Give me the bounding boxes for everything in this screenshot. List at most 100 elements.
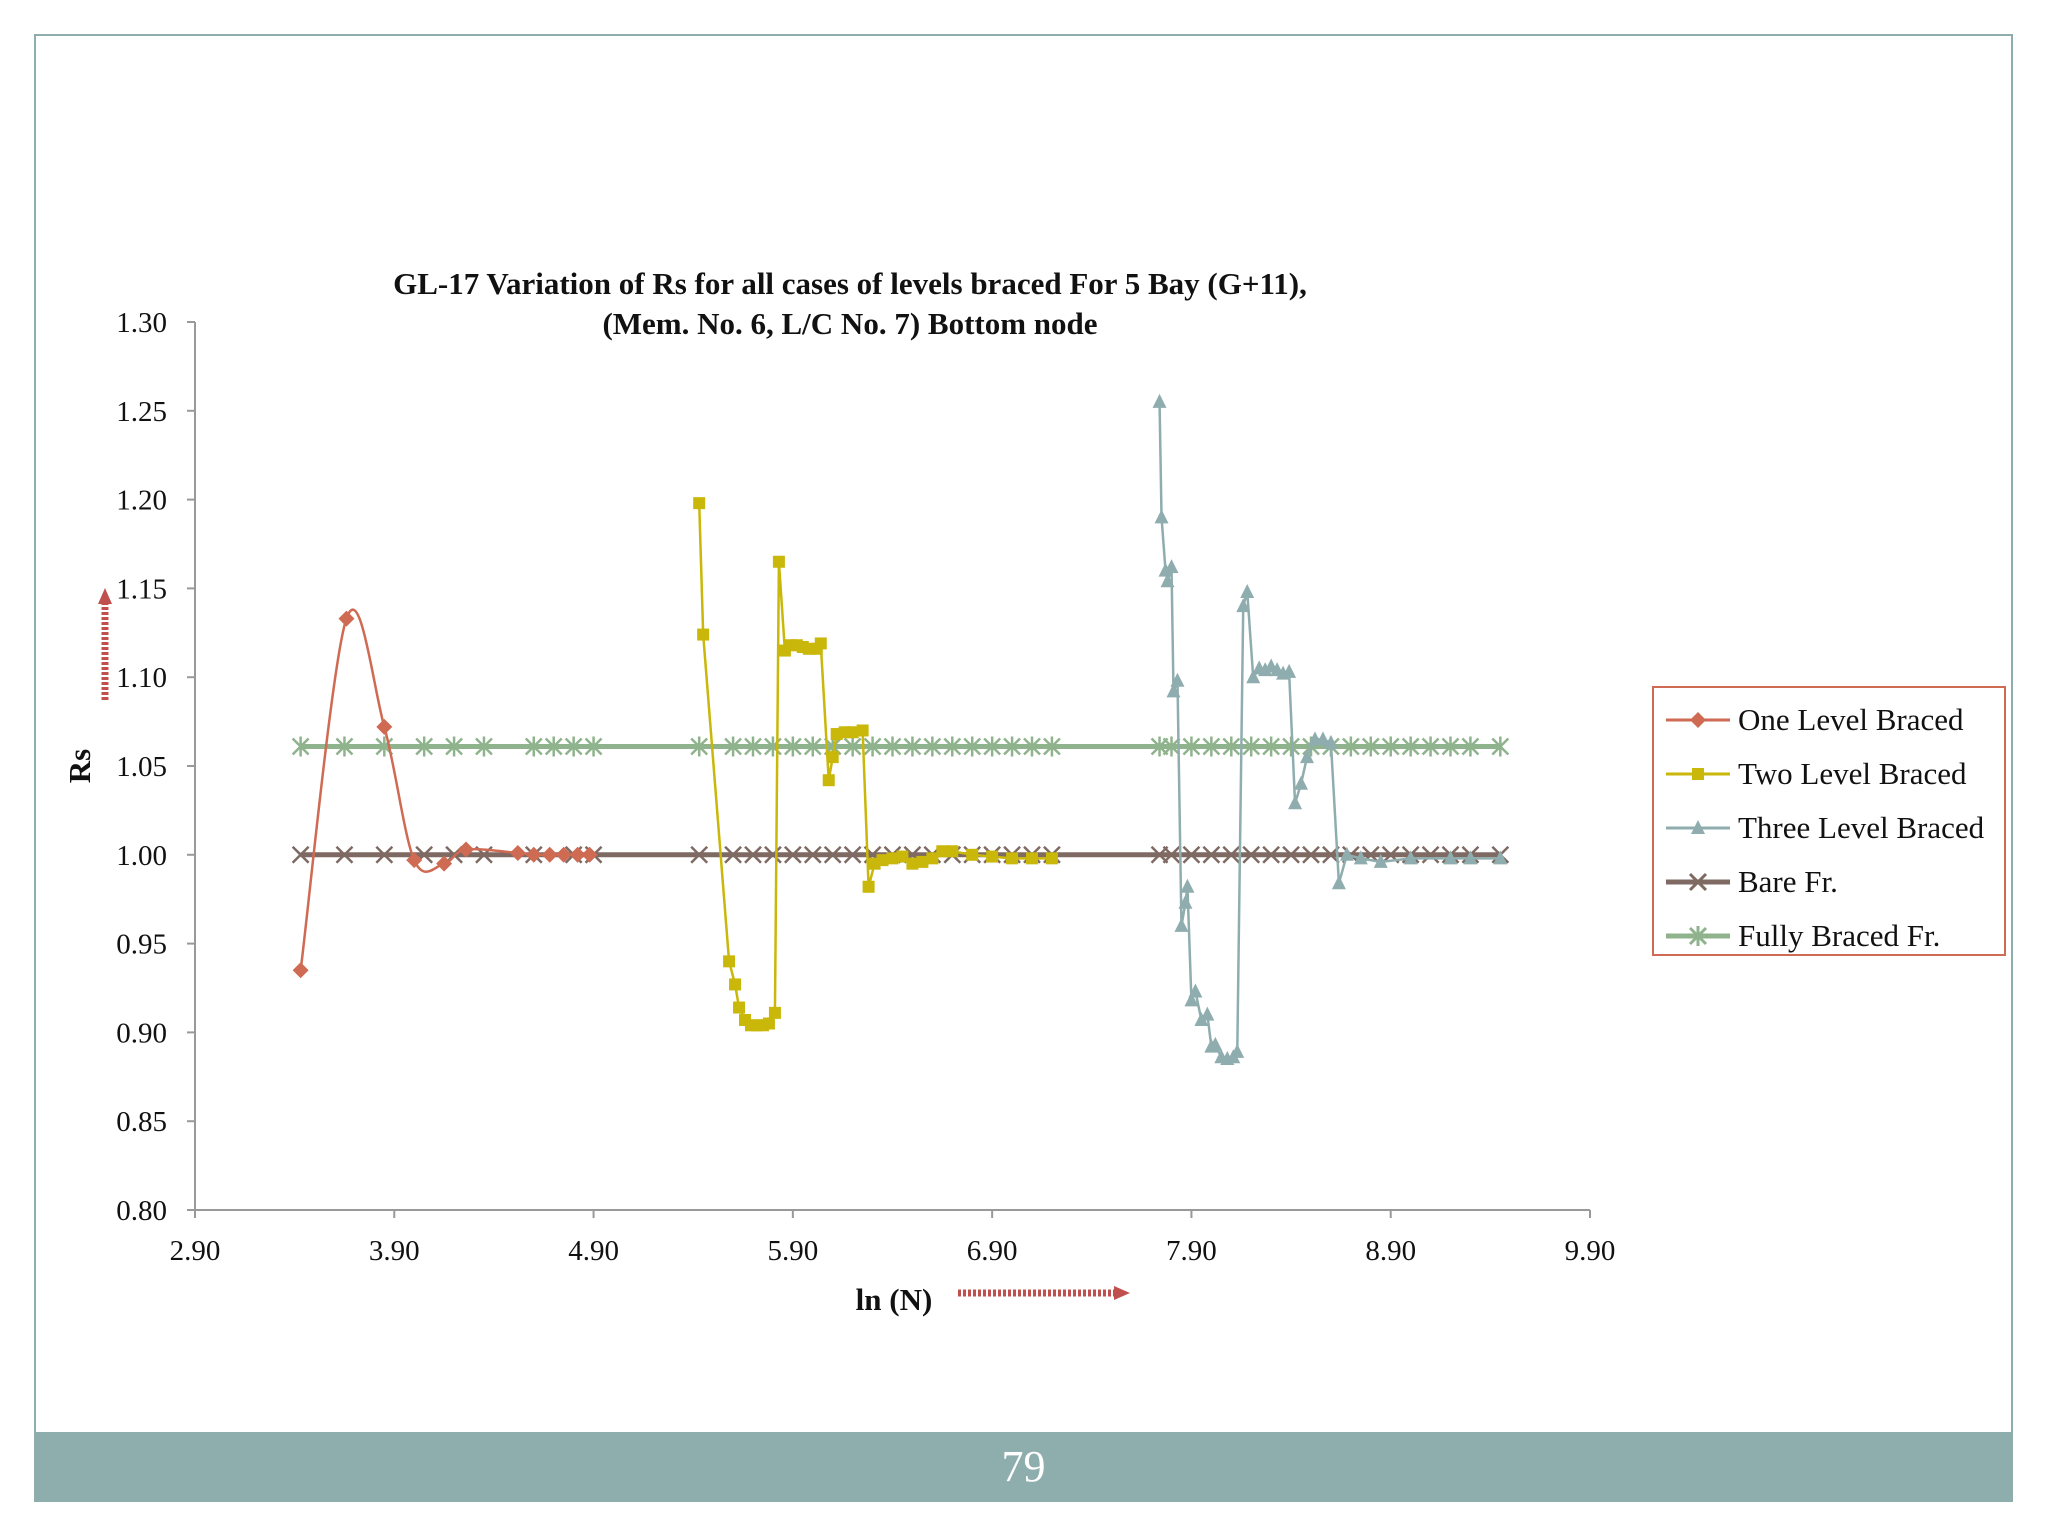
data-point (375, 845, 394, 864)
data-point (724, 736, 742, 757)
legend-item-three-level: Three Level Braced (1664, 808, 2004, 848)
data-point (983, 736, 1002, 757)
legend-label-two-level: Two Level Braced (1738, 756, 1967, 791)
legend-item-bare: Bare Fr. (1664, 862, 2004, 902)
legend-label-one-level: One Level Braced (1738, 702, 1964, 737)
data-point (690, 845, 709, 864)
y-tick-label: 1.25 (116, 396, 167, 428)
page-number: 79 (1001, 1442, 1046, 1491)
data-point (458, 841, 475, 858)
data-point (693, 497, 706, 510)
y-tick-label: 1.30 (116, 307, 167, 339)
data-point (903, 736, 922, 757)
data-point (923, 736, 942, 757)
series-three-level-braced (1152, 393, 1508, 1066)
x-axis-label: ln (N) (856, 1282, 933, 1317)
data-point (690, 736, 709, 757)
data-point (1403, 850, 1418, 865)
x-tick-label: 2.90 (170, 1235, 221, 1267)
x-tick-label: 4.90 (568, 1235, 619, 1267)
data-point (584, 736, 603, 757)
data-point (292, 962, 309, 979)
data-point (338, 610, 355, 627)
data-point (886, 852, 899, 865)
data-point (1236, 598, 1251, 613)
data-point (291, 736, 310, 757)
data-point (1381, 736, 1400, 757)
data-point (1323, 734, 1338, 749)
series-line-two-level-braced (697, 503, 1052, 1027)
data-point (376, 718, 393, 735)
y-tick-label: 0.95 (116, 929, 167, 961)
data-point (986, 850, 999, 863)
data-point (1202, 736, 1221, 757)
x-tick-label: 5.90 (767, 1235, 818, 1267)
data-point (564, 736, 583, 757)
annotation-arrows (98, 588, 1130, 1300)
data-point (1158, 562, 1173, 577)
data-point (783, 736, 802, 757)
data-point (1162, 736, 1181, 757)
data-point (883, 736, 902, 757)
data-point (1491, 736, 1510, 757)
data-point (445, 736, 463, 757)
data-point (1294, 775, 1309, 790)
data-point (946, 845, 959, 858)
data-point (1353, 850, 1368, 865)
axes: 0.80 0.85 0.90 0.95 1.00 1.05 1.10 1.15 1.20 1.25… (116, 307, 1615, 1267)
data-point (916, 855, 929, 868)
data-point (415, 736, 434, 757)
data-point (768, 1006, 781, 1019)
data-point (1180, 878, 1195, 893)
data-point (772, 555, 785, 568)
x-arrow-head (1114, 1286, 1130, 1300)
data-point (926, 852, 939, 865)
data-point (1443, 850, 1458, 865)
data-point (1421, 845, 1440, 864)
data-point (906, 857, 919, 870)
series-two-level-braced (693, 497, 1058, 1032)
data-point (1208, 1036, 1223, 1051)
y-tick-label: 0.90 (116, 1017, 167, 1049)
data-point (1154, 509, 1169, 524)
data-point (1302, 845, 1320, 864)
data-point (843, 736, 862, 757)
y-axis-label: Rs (62, 749, 97, 783)
data-point (814, 637, 827, 650)
data-point (335, 736, 354, 757)
legend-swatch-fully-braced (1666, 926, 1730, 946)
data-point (555, 846, 572, 863)
data-point (1178, 894, 1193, 909)
legend-item-one-level: One Level Braced (1664, 700, 2004, 740)
data-point (1026, 852, 1038, 865)
data-point (1373, 853, 1388, 868)
data-point (1401, 736, 1420, 757)
data-point (936, 845, 949, 858)
data-point (1441, 736, 1460, 757)
data-point (764, 845, 782, 864)
data-point (876, 854, 889, 867)
data-point (896, 850, 909, 863)
data-point (544, 736, 563, 757)
data-point (1222, 845, 1241, 864)
data-point (509, 845, 526, 862)
y-tick-label: 1.20 (116, 485, 167, 517)
series-one-level-braced (292, 608, 598, 979)
chart-title-line1: GL-17 Variation of Rs for all cases of l… (393, 266, 1307, 301)
legend-swatch-bare (1666, 872, 1730, 892)
data-point (733, 1001, 746, 1014)
data-point (335, 845, 354, 864)
data-point (724, 845, 742, 864)
data-point (803, 845, 822, 864)
y-arrow-head (98, 588, 112, 604)
data-point (1339, 846, 1354, 861)
data-point (1258, 662, 1273, 677)
data-point (803, 736, 822, 757)
data-point (525, 846, 542, 863)
legend-label-bare: Bare Fr. (1738, 864, 1838, 899)
data-point (1361, 736, 1380, 757)
data-point (862, 880, 875, 893)
data-point (1230, 1043, 1245, 1058)
data-point (1166, 683, 1181, 698)
y-tick-label: 1.10 (116, 662, 167, 694)
